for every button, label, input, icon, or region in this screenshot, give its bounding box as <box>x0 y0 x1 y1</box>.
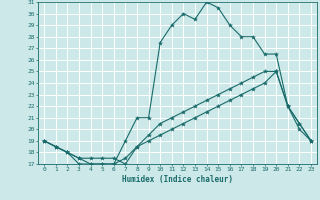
X-axis label: Humidex (Indice chaleur): Humidex (Indice chaleur) <box>122 175 233 184</box>
